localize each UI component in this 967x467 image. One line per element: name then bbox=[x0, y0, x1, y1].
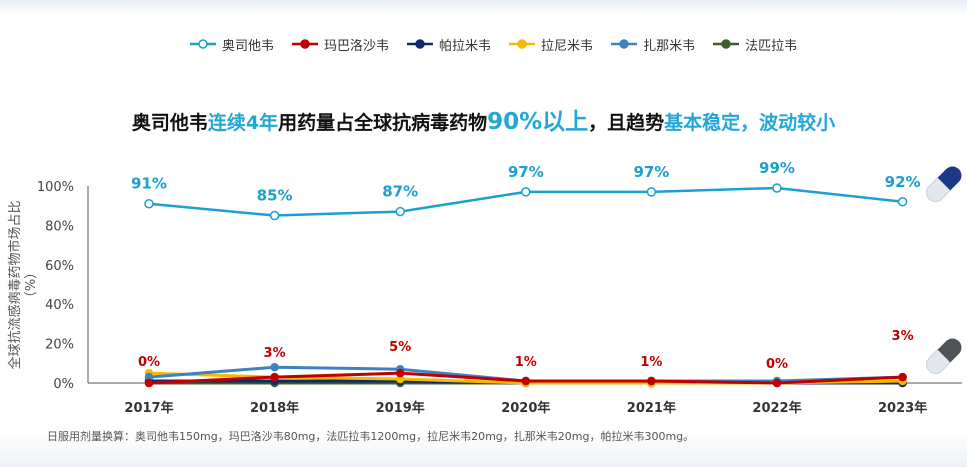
series-point-oseltamivir bbox=[646, 187, 657, 197]
headline-part-2: 连续4年 bbox=[207, 112, 279, 134]
data-label-oseltamivir: 92% bbox=[885, 173, 921, 191]
chart-legend: 奥司他韦 玛巴洛沙韦 帕拉米韦 拉尼米韦 扎那米韦 法匹拉韦 bbox=[190, 34, 797, 54]
y-tick-label: 80% bbox=[45, 219, 74, 234]
legend-label-peramivir: 帕拉米韦 bbox=[439, 38, 492, 54]
data-label-baloxavir: 3% bbox=[892, 329, 914, 344]
legend-label-laninamivir: 拉尼米韦 bbox=[541, 38, 594, 54]
y-tick-label: 20% bbox=[45, 338, 74, 353]
headline-part-3: 用药量占全球抗病毒药物 bbox=[278, 112, 488, 134]
y-tick-label: 40% bbox=[45, 298, 74, 313]
series-point-oseltamivir bbox=[269, 210, 280, 221]
headline-part-1: 奥司他韦 bbox=[131, 112, 208, 134]
headline-part-6: 基本稳定，波动较小 bbox=[664, 112, 836, 134]
y-tick-label: 100% bbox=[37, 180, 74, 195]
legend-label-oseltamivir: 奥司他韦 bbox=[222, 38, 275, 54]
x-tick-label: 2017年 bbox=[124, 400, 173, 416]
series-point-oseltamivir bbox=[144, 198, 154, 209]
legend-item-zanamivir: 扎那米韦 bbox=[611, 35, 695, 54]
data-label-baloxavir: 3% bbox=[264, 346, 286, 361]
series-point-baloxavir bbox=[647, 376, 656, 386]
data-label-baloxavir: 1% bbox=[515, 355, 537, 370]
data-label-oseltamivir: 99% bbox=[759, 159, 795, 177]
legend-label-baloxavir: 玛巴洛沙韦 bbox=[324, 38, 390, 54]
series-point-oseltamivir bbox=[897, 197, 908, 207]
capsule-icon bbox=[926, 338, 962, 374]
legend-item-favipiravir: 法匹拉韦 bbox=[713, 35, 797, 54]
legend-swatch-zanamivir bbox=[611, 39, 638, 49]
legend-label-zanamivir: 扎那米韦 bbox=[643, 38, 696, 54]
data-label-baloxavir: 0% bbox=[766, 357, 788, 372]
series-point-oseltamivir bbox=[521, 187, 531, 197]
headline-part-5: ，且趋势 bbox=[588, 112, 665, 134]
legend-item-baloxavir: 玛巴洛沙韦 bbox=[292, 35, 389, 54]
data-label-oseltamivir: 87% bbox=[382, 183, 418, 201]
y-tick-label: 0% bbox=[53, 377, 74, 392]
data-label-oseltamivir: 91% bbox=[131, 175, 167, 193]
legend-label-favipiravir: 法匹拉韦 bbox=[745, 38, 798, 54]
legend-swatch-laninamivir bbox=[509, 39, 536, 49]
data-label-oseltamivir: 97% bbox=[633, 163, 669, 181]
x-tick-label: 2018年 bbox=[250, 400, 299, 416]
data-label-baloxavir: 1% bbox=[640, 355, 662, 370]
legend-item-laninamivir: 拉尼米韦 bbox=[509, 35, 593, 54]
series-point-zanamivir bbox=[270, 362, 279, 372]
chart-headline: 奥司他韦连续4年用药量占全球抗病毒药物90%以上，且趋势基本稳定，波动较小 bbox=[0, 102, 967, 136]
series-point-baloxavir bbox=[270, 372, 279, 382]
legend-swatch-baloxavir bbox=[292, 39, 319, 49]
series-point-baloxavir bbox=[521, 376, 531, 386]
data-label-oseltamivir: 97% bbox=[508, 163, 544, 181]
x-tick-label: 2020年 bbox=[501, 400, 550, 416]
x-tick-label: 2023年 bbox=[878, 400, 927, 416]
legend-swatch-favipiravir bbox=[713, 39, 740, 49]
y-tick-label: 60% bbox=[45, 259, 74, 274]
legend-swatch-oseltamivir bbox=[190, 39, 216, 49]
headline-part-4: 90%以上 bbox=[487, 109, 589, 135]
series-point-baloxavir bbox=[395, 368, 405, 378]
legend-item-oseltamivir: 奥司他韦 bbox=[190, 35, 274, 54]
series-point-oseltamivir bbox=[395, 206, 405, 217]
x-tick-label: 2019年 bbox=[376, 400, 425, 416]
series-point-baloxavir bbox=[772, 378, 782, 388]
data-label-baloxavir: 0% bbox=[138, 355, 160, 370]
capsule-icon bbox=[926, 166, 962, 202]
legend-swatch-peramivir bbox=[407, 39, 434, 49]
x-tick-label: 2021年 bbox=[627, 400, 676, 416]
series-point-oseltamivir bbox=[772, 183, 782, 193]
data-label-oseltamivir: 85% bbox=[257, 187, 293, 205]
legend-item-peramivir: 帕拉米韦 bbox=[407, 35, 491, 54]
footnote: 日服用剂量换算：奥司他韦150mg，玛巴洛沙韦80mg，法匹拉韦1200mg，拉… bbox=[47, 430, 695, 443]
x-tick-label: 2022年 bbox=[752, 400, 801, 416]
series-point-baloxavir bbox=[898, 372, 907, 382]
series-point-baloxavir bbox=[144, 378, 154, 388]
data-label-baloxavir: 5% bbox=[389, 340, 411, 355]
